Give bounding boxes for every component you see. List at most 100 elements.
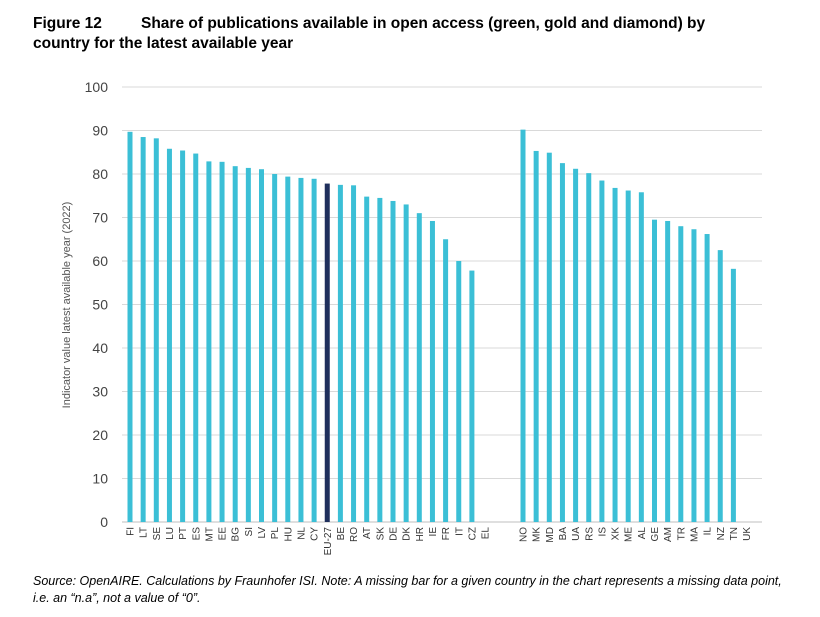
x-tick-label: FR xyxy=(441,527,452,540)
x-tick-label: EU-27 xyxy=(323,527,334,556)
x-tick-label: DE xyxy=(389,527,400,541)
bar-lv xyxy=(259,169,264,522)
y-tick-label: 90 xyxy=(92,123,108,139)
figure-label: Figure 12 xyxy=(33,15,102,32)
x-tick-label: SK xyxy=(375,527,386,541)
x-tick-label: LU xyxy=(165,527,176,540)
x-tick-label: AT xyxy=(362,527,373,539)
bar-pl xyxy=(272,174,278,522)
x-tick-label: NO xyxy=(519,527,530,542)
bar-am xyxy=(665,220,671,523)
y-tick-label: 100 xyxy=(85,79,109,95)
x-tick-label: PL xyxy=(270,527,281,540)
y-tick-label: 20 xyxy=(92,427,108,443)
bar-tn xyxy=(730,268,736,522)
y-tick-label: 60 xyxy=(92,253,108,269)
bar-al xyxy=(638,192,644,522)
bar-nz xyxy=(717,250,723,522)
y-tick-label: 30 xyxy=(92,384,108,400)
x-tick-label: ES xyxy=(191,527,202,541)
x-tick-label: DK xyxy=(402,527,413,541)
bar-ua xyxy=(573,168,579,522)
y-tick-label: 50 xyxy=(92,297,108,313)
bar-hu xyxy=(285,176,291,523)
x-tick-label: SI xyxy=(244,527,255,536)
x-tick-label: NL xyxy=(296,527,307,540)
bar-rs xyxy=(586,173,592,522)
x-tick-label: UK xyxy=(742,527,753,541)
x-tick-label: XK xyxy=(611,527,622,541)
bar-at xyxy=(364,196,370,522)
x-tick-label: GE xyxy=(650,527,661,542)
bar-sk xyxy=(377,197,383,523)
bar-ee xyxy=(219,161,225,522)
x-tick-label: MK xyxy=(532,527,543,542)
bar-md xyxy=(546,152,552,522)
bar-xk xyxy=(612,187,618,523)
bar-hr xyxy=(416,213,422,522)
bar-fr xyxy=(443,239,449,522)
bar-mk xyxy=(533,150,539,522)
bar-ge xyxy=(652,219,657,523)
x-tick-label: LV xyxy=(257,527,268,539)
bar-it xyxy=(456,261,462,522)
x-tick-label: RO xyxy=(349,527,360,542)
x-tick-label: IE xyxy=(428,527,439,537)
y-tick-label: 80 xyxy=(92,166,108,182)
y-tick-label: 70 xyxy=(92,210,108,226)
x-tick-label: MT xyxy=(204,527,215,541)
bar-ie xyxy=(429,220,435,523)
x-tick-label: BA xyxy=(558,527,569,541)
title-line-2: country for the latest available year xyxy=(33,35,294,52)
x-tick-label: TR xyxy=(676,527,687,540)
x-tick-label: PT xyxy=(178,527,189,540)
bar-is xyxy=(599,180,605,522)
bar-bg xyxy=(232,166,238,523)
bar-lt xyxy=(140,137,146,522)
x-tick-label: IL xyxy=(703,527,714,536)
x-tick-label: MD xyxy=(545,527,556,543)
bar-cz xyxy=(469,270,475,522)
bar-dk xyxy=(403,204,409,522)
source-note: Source: OpenAIRE. Calculations by Fraunh… xyxy=(33,574,782,605)
bar-mt xyxy=(206,161,212,522)
x-tick-label: TN xyxy=(729,527,740,540)
bar-fi xyxy=(127,131,133,522)
bar-lu xyxy=(166,148,172,522)
x-tick-label: SE xyxy=(152,527,163,541)
bar-ro xyxy=(351,185,357,522)
x-tick-label: HR xyxy=(415,527,426,541)
x-tick-label: ME xyxy=(624,527,635,542)
x-tick-label: IS xyxy=(597,527,608,537)
x-tick-label: IT xyxy=(454,527,465,536)
x-tick-label: BG xyxy=(231,527,242,542)
x-tick-label: AL xyxy=(637,527,648,540)
x-tick-label: CY xyxy=(310,527,321,541)
bar-no xyxy=(520,129,526,522)
bar-chart: 0 10 20 30 40 50 60 70 80 90 100 Indicator value l… xyxy=(61,79,762,556)
x-tick-label: CZ xyxy=(467,527,478,540)
chart-title: Figure 12 Share of publications available… xyxy=(33,14,803,54)
x-tick-label: UA xyxy=(571,527,582,541)
bar-cy xyxy=(311,178,317,522)
bar-be xyxy=(337,184,343,522)
bar-nl xyxy=(298,177,304,523)
bar-tr xyxy=(678,226,684,522)
y-axis-label: Indicator value latest available year (2… xyxy=(61,202,73,409)
y-tick-label: 0 xyxy=(100,514,108,530)
bar-es xyxy=(193,153,199,522)
x-tick-label: FI xyxy=(126,527,137,536)
x-tick-label: EE xyxy=(218,527,229,541)
bar-me xyxy=(625,190,631,522)
bars xyxy=(127,129,736,523)
x-axis-ticks: FI LT SE LU PT ES MT EE BG SI LV PL HU NL CY EU-27 BE RO A… xyxy=(126,527,754,556)
x-tick-label: AM xyxy=(663,527,674,542)
y-axis-ticks: 0 10 20 30 40 50 60 70 80 90 100 xyxy=(85,79,109,530)
x-tick-label: MA xyxy=(689,527,700,542)
bar-si xyxy=(245,167,251,522)
bar-il xyxy=(704,234,710,522)
bar-ba xyxy=(559,163,565,522)
bar-ma xyxy=(691,229,697,522)
y-tick-label: 10 xyxy=(92,471,108,487)
x-tick-label: BE xyxy=(336,527,347,541)
